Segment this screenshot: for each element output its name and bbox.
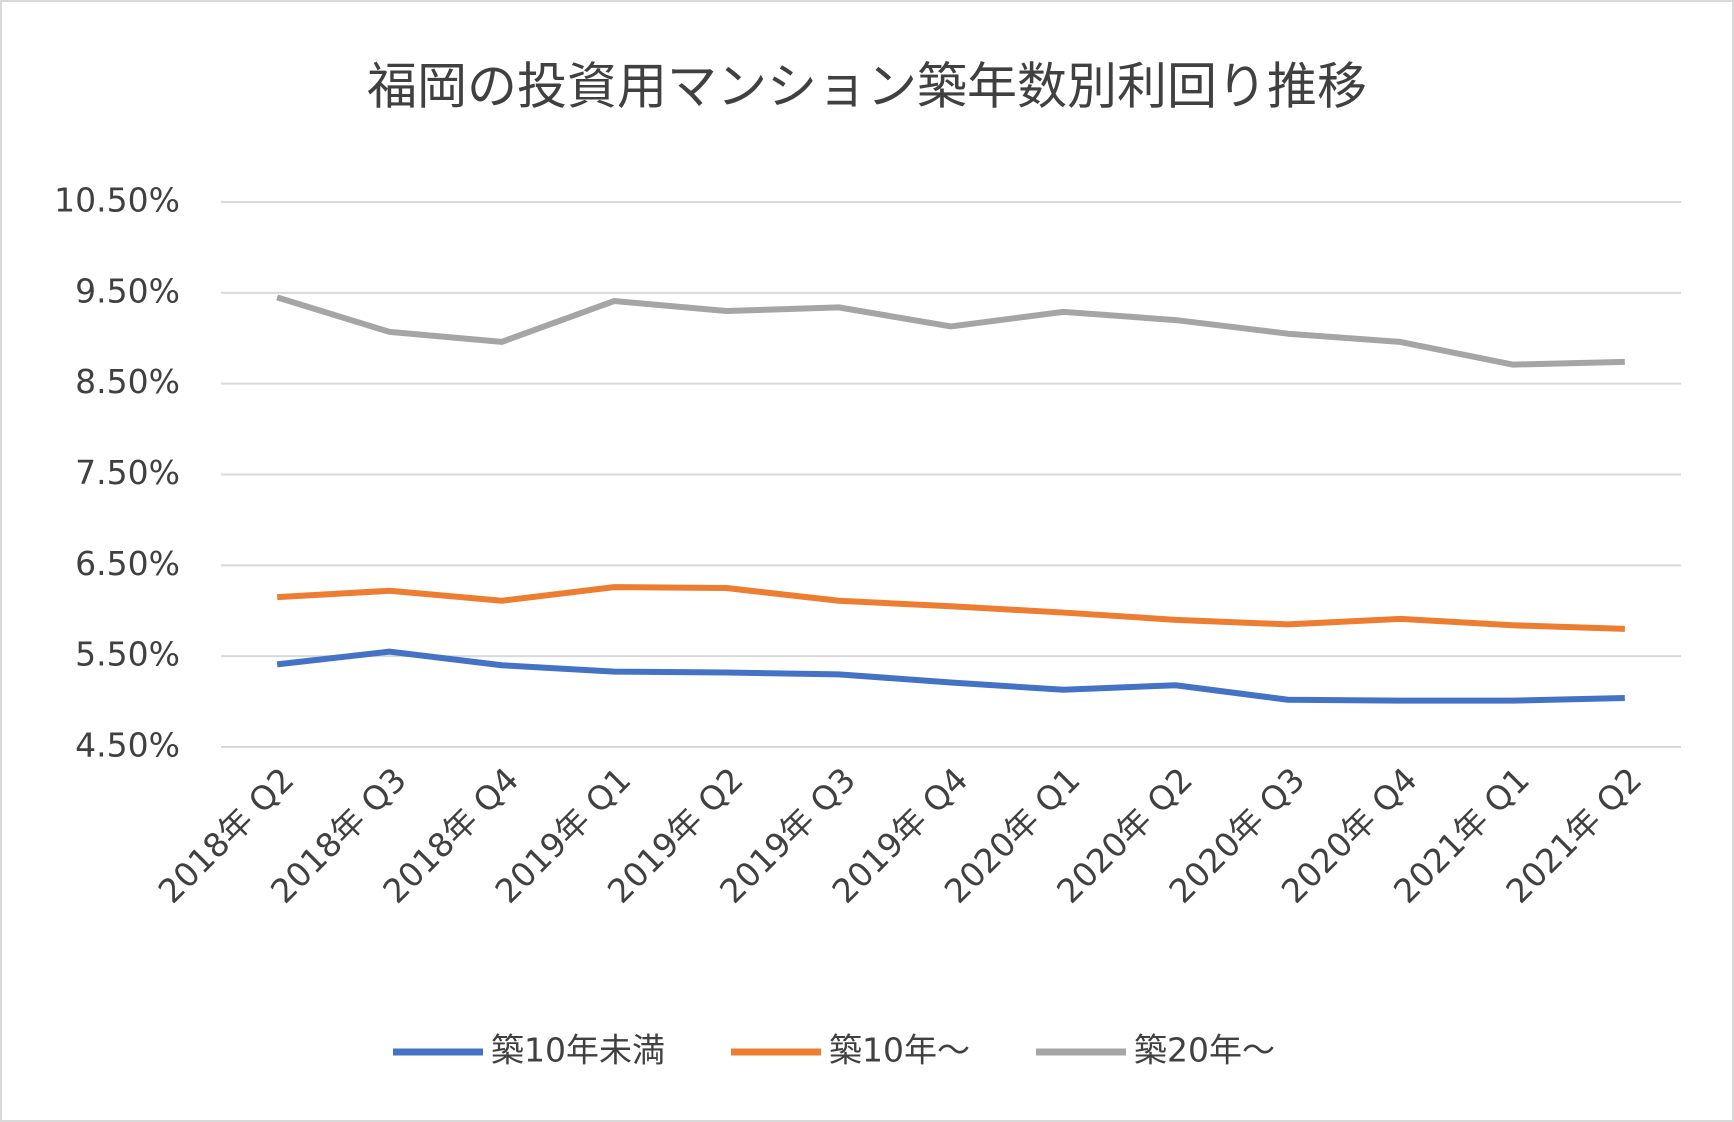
- chart-title: 福岡の投資用マンション築年数別利回り推移: [367, 58, 1367, 116]
- y-tick-label: 10.50%: [54, 181, 180, 220]
- series-line: [276, 294, 1625, 368]
- y-tick-label: 5.50%: [75, 635, 180, 674]
- legend-label: 築20年～: [1134, 1031, 1275, 1070]
- y-tick-label: 6.50%: [75, 544, 180, 583]
- legend-label: 築10年～: [829, 1031, 970, 1070]
- y-tick-label: 8.50%: [75, 362, 180, 401]
- legend-label: 築10年未満: [491, 1031, 665, 1070]
- y-tick-label: 7.50%: [75, 453, 180, 492]
- y-tick-label: 9.50%: [75, 271, 180, 310]
- series-line: [276, 648, 1625, 704]
- series-line: [276, 584, 1625, 632]
- y-tick-label: 4.50%: [75, 726, 180, 765]
